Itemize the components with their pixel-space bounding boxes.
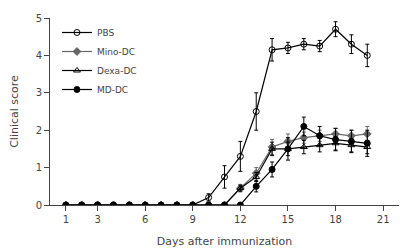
svg-text:3: 3 (36, 87, 42, 98)
svg-text:MD-DC: MD-DC (97, 85, 128, 95)
svg-text:9: 9 (190, 214, 196, 225)
svg-text:6: 6 (142, 214, 148, 225)
svg-text:15: 15 (282, 214, 295, 225)
svg-text:21: 21 (377, 214, 390, 225)
svg-text:12: 12 (234, 214, 247, 225)
svg-text:Days after immunization: Days after immunization (157, 235, 293, 248)
svg-text:1: 1 (36, 162, 42, 173)
svg-text:2: 2 (36, 125, 42, 136)
svg-text:Mino-DC: Mino-DC (97, 47, 135, 57)
svg-text:3: 3 (94, 214, 100, 225)
svg-text:18: 18 (329, 214, 342, 225)
svg-text:4: 4 (36, 50, 42, 61)
svg-text:Dexa-DC: Dexa-DC (97, 66, 137, 76)
svg-text:1: 1 (63, 214, 69, 225)
svg-text:5: 5 (36, 13, 42, 24)
svg-text:PBS: PBS (97, 28, 114, 38)
svg-text:Clinical score: Clinical score (8, 75, 21, 148)
svg-text:0: 0 (36, 200, 42, 211)
